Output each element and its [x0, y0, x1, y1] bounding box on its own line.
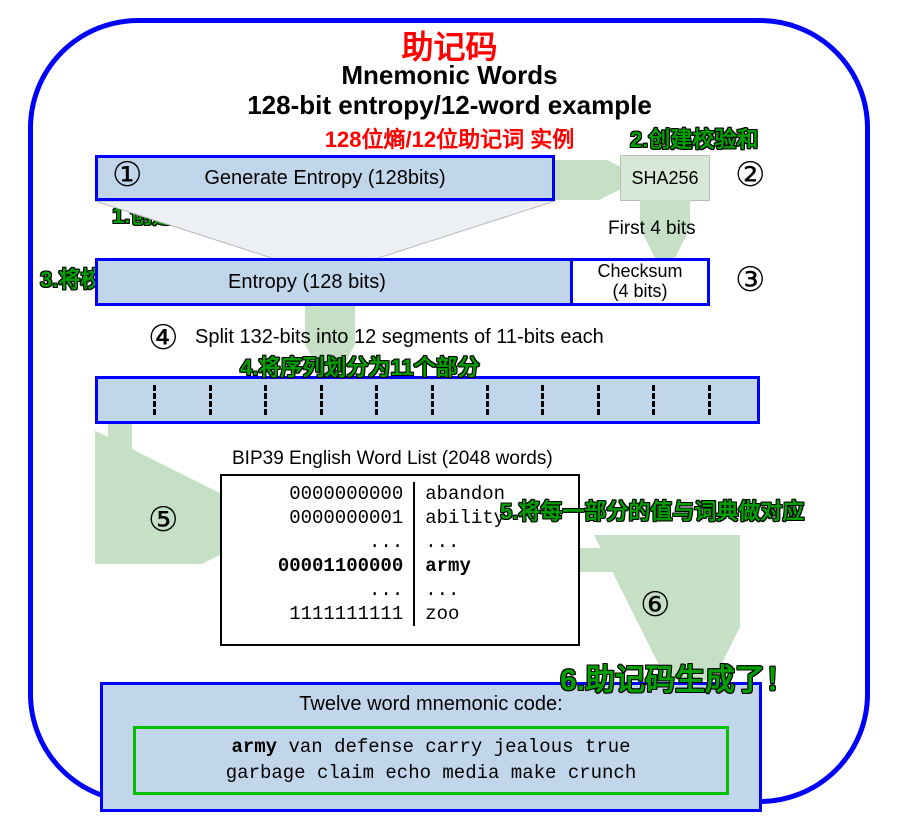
green-label-1: 1.创建一个熵: [112, 198, 240, 230]
result-box: Twelve word mnemonic code: army van defe…: [100, 682, 762, 812]
step5-circ: ⑤: [148, 500, 178, 540]
segment-divider: [375, 385, 378, 415]
step1-text: Generate Entropy (128bits): [204, 167, 445, 190]
step3-circ: ③: [735, 260, 765, 300]
mnemonic-line1: army van defense carry jealous true: [140, 735, 722, 761]
step6-circ: ⑥: [640, 585, 670, 625]
title-en-2: 128-bit entropy/12-word example: [0, 90, 899, 121]
first4bits: First 4 bits: [608, 218, 696, 240]
step3-entropy-text: Entropy (128 bits): [228, 271, 386, 294]
wordlist-bits: ...: [222, 578, 414, 602]
wordlist-bits: 0000000000: [222, 482, 414, 506]
segment-divider: [708, 385, 711, 415]
segment-divider: [431, 385, 434, 415]
step3-checksum-box: Checksum (4 bits): [570, 258, 710, 306]
wordlist-word: zoo: [414, 602, 578, 626]
step4-circ: ④: [148, 318, 178, 358]
wordlist-word: army: [414, 554, 578, 578]
wordlist-bits: ...: [222, 530, 414, 554]
sha-box: SHA256: [620, 155, 710, 201]
step1-circ: ①: [112, 155, 142, 195]
green-label-5: 5.将每一部分的值与词典做对应: [500, 494, 804, 526]
title-en-1: Mnemonic Words: [0, 60, 899, 91]
wordlist-word: ...: [414, 578, 578, 602]
segment-divider: [486, 385, 489, 415]
segment-divider: [153, 385, 156, 415]
checksum-l2: (4 bits): [573, 282, 707, 302]
sha-text: SHA256: [631, 168, 698, 189]
segment-divider: [541, 385, 544, 415]
checksum-l1: Checksum: [573, 262, 707, 282]
step3-entropy-box: Entropy (128 bits): [95, 258, 573, 306]
segment-divider: [597, 385, 600, 415]
segment-divider: [652, 385, 655, 415]
step1-box: Generate Entropy (128bits): [95, 155, 555, 201]
mnemonic-line2: garbage claim echo media make crunch: [140, 761, 722, 787]
wordlist-word: ...: [414, 530, 578, 554]
wordlist-title: BIP39 English Word List (2048 words): [232, 448, 553, 470]
segment-divider: [320, 385, 323, 415]
step2-circ: ②: [735, 155, 765, 195]
subtitle-cn: 128位熵/12位助记词 实例: [0, 122, 899, 154]
wordlist-bits: 1111111111: [222, 602, 414, 626]
green-label-6: 6.助记码生成了！: [560, 655, 795, 699]
segment-divider: [209, 385, 212, 415]
step4-text: Split 132-bits into 12 segments of 11-bi…: [195, 326, 604, 349]
wordlist-bits: 00001100000: [222, 554, 414, 578]
green-label-2: 2.创建校验和: [630, 122, 758, 154]
segment-divider: [264, 385, 267, 415]
wordlist-bits: 0000000001: [222, 506, 414, 530]
mnemonic-box: army van defense carry jealous true garb…: [133, 726, 729, 795]
green-label-4: 4.将序列划分为11个部分: [240, 350, 480, 382]
segment-bar: [95, 376, 760, 424]
